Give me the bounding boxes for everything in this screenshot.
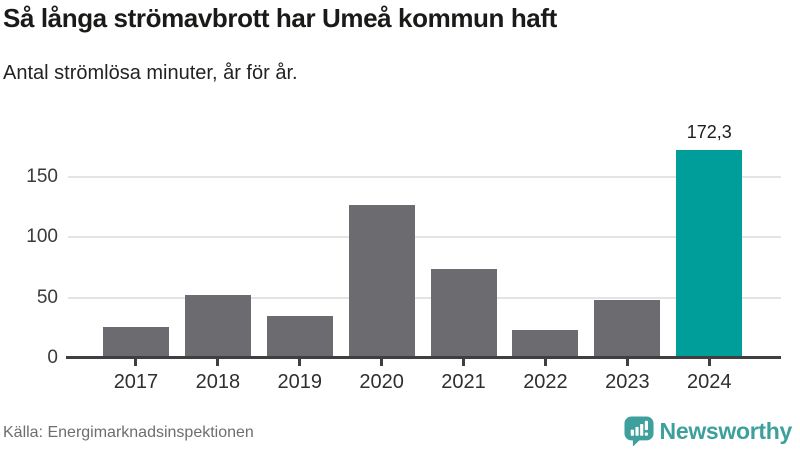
- x-axis-label-2017: 2017: [113, 371, 159, 393]
- value-label-2024: 172,3: [686, 122, 732, 143]
- x-tick-2020: [380, 359, 384, 366]
- x-tick-2019: [298, 359, 302, 366]
- x-axis-baseline: [66, 356, 781, 359]
- gridline-50: [68, 296, 781, 299]
- bar-2021: [430, 268, 497, 358]
- y-axis-label-0: 0: [47, 347, 58, 368]
- bar-2023: [594, 300, 661, 358]
- plot-area: 172,3: [68, 122, 781, 358]
- bar-2024: [676, 150, 743, 358]
- x-axis-label-2022: 2022: [523, 371, 568, 393]
- newsworthy-logo: Newsworthy: [623, 415, 793, 448]
- x-axis-label-2018: 2018: [195, 371, 241, 393]
- bar-2019: [266, 315, 333, 358]
- bar-2022: [512, 330, 579, 358]
- y-axis-label-150: 150: [26, 166, 58, 188]
- bar-chart-speech-bubble-icon: [623, 416, 654, 447]
- x-axis-label-2024: 2024: [686, 371, 732, 393]
- x-tick-2017: [134, 359, 138, 366]
- y-axis: 0 50 100 150: [0, 141, 58, 367]
- x-tick-2022: [543, 359, 547, 366]
- x-tick-2021: [462, 359, 466, 366]
- x-axis-label-2023: 2023: [605, 371, 650, 393]
- page-subtitle: Antal strömlösa minuter, år för år.: [3, 62, 298, 84]
- x-axis-label-2019: 2019: [277, 371, 322, 393]
- x-axis-label-2021: 2021: [441, 371, 486, 393]
- newsworthy-logo-text: Newsworthy: [659, 418, 793, 444]
- source-text: Källa: Energimarknadsinspektionen: [3, 424, 254, 441]
- x-axis: 2017 2018 2019 2020 2021 2022 2023 2024: [68, 359, 781, 399]
- y-axis-label-100: 100: [26, 226, 58, 248]
- page-title: Så långa strömavbrott har Umeå kommun ha…: [3, 3, 557, 33]
- y-axis-label-50: 50: [36, 286, 58, 308]
- x-axis-label-2020: 2020: [359, 371, 404, 393]
- x-tick-2018: [216, 359, 220, 366]
- gridline-100: [68, 236, 781, 239]
- x-tick-2024: [707, 359, 711, 366]
- bar-2017: [102, 326, 169, 358]
- x-tick-2023: [625, 359, 629, 366]
- bar-2020: [348, 204, 415, 358]
- bar-2018: [184, 295, 251, 358]
- gridline-150: [68, 176, 781, 179]
